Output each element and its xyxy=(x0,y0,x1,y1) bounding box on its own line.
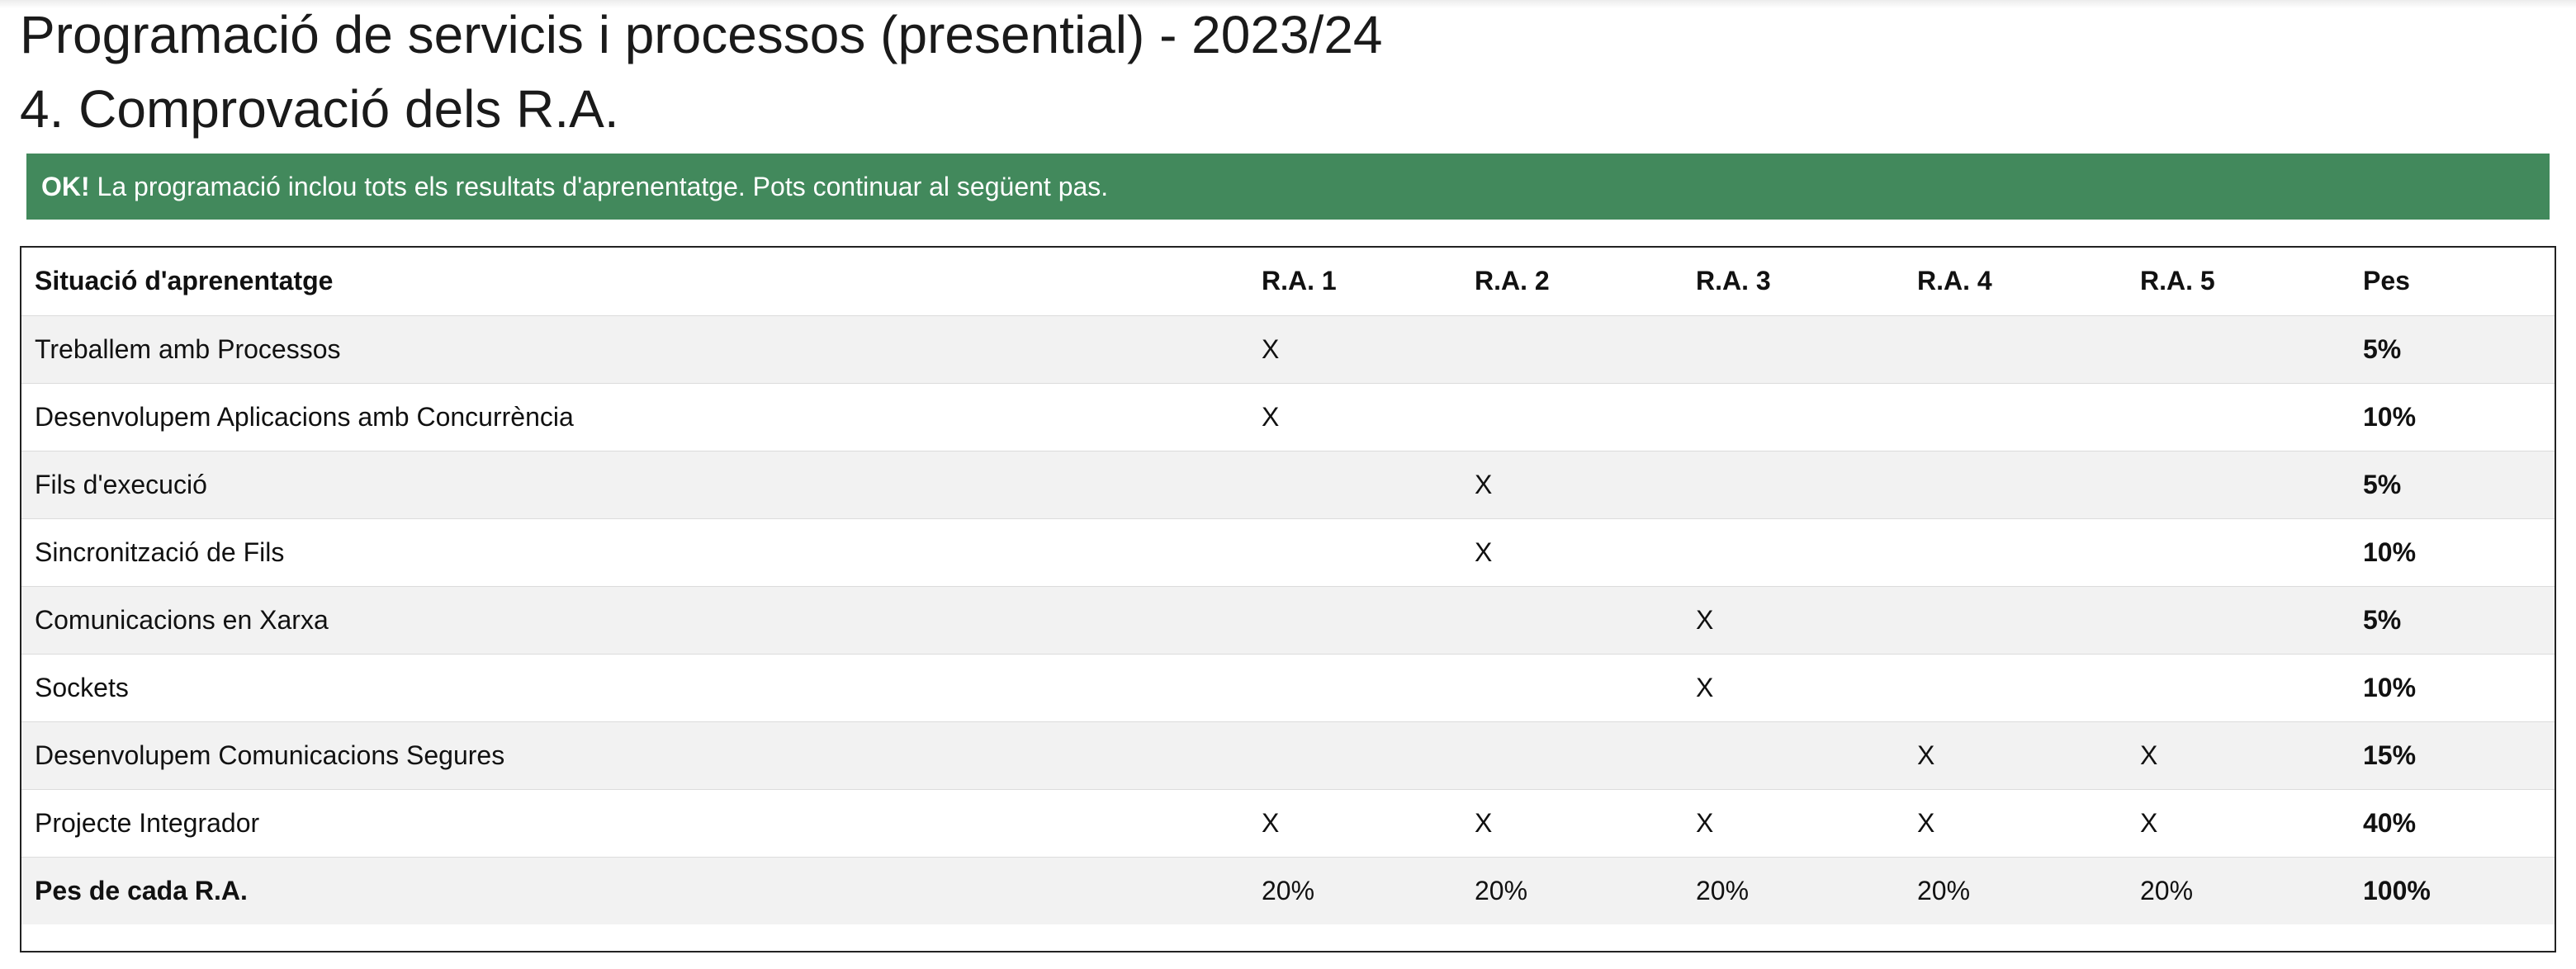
row-name: Desenvolupem Aplicacions amb Concurrènci… xyxy=(35,401,574,432)
ra-cell: X xyxy=(2140,740,2158,770)
top-shadow xyxy=(0,0,2576,8)
ra-cell: X xyxy=(1696,807,1714,838)
ra-cell: X xyxy=(1917,740,1935,770)
table-row: Comunicacions en Xarxa X 5% xyxy=(21,586,2555,654)
table-row: Desenvolupem Comunicacions Segures X X 1… xyxy=(21,721,2555,789)
table-header-row: Situació d'aprenentatge R.A. 1 R.A. 2 R.… xyxy=(21,248,2555,315)
footer-label: Pes de cada R.A. xyxy=(35,875,248,905)
row-name: Treballem amb Processos xyxy=(35,333,341,364)
ra-cell xyxy=(1248,586,1461,654)
ra-cell xyxy=(2127,451,2350,518)
ra-table-container: Situació d'aprenentatge R.A. 1 R.A. 2 R.… xyxy=(20,246,2556,952)
row-pes: 5% xyxy=(2363,469,2402,499)
header-ra-5: R.A. 5 xyxy=(2140,266,2215,296)
ra-cell: X xyxy=(1696,672,1714,702)
success-alert: OK! La programació inclou tots els resul… xyxy=(26,154,2550,220)
row-pes: 15% xyxy=(2363,740,2417,770)
ra-cell xyxy=(2127,518,2350,586)
row-pes: 10% xyxy=(2363,672,2417,702)
row-name: Sockets xyxy=(35,672,129,702)
ra-cell: X xyxy=(1475,469,1493,499)
table-footer-row: Pes de cada R.A. 20% 20% 20% 20% 20% 100… xyxy=(21,857,2555,924)
row-name: Desenvolupem Comunicacions Segures xyxy=(35,740,505,770)
row-pes: 10% xyxy=(2363,536,2417,567)
ra-cell xyxy=(1461,721,1683,789)
header-ra-2: R.A. 2 xyxy=(1475,266,1550,296)
ra-cell xyxy=(1248,518,1461,586)
header-pes: Pes xyxy=(2363,266,2410,296)
ra-cell: X xyxy=(1475,536,1493,567)
step-title: 4. Comprovació dels R.A. xyxy=(20,79,619,139)
row-name: Fils d'execució xyxy=(35,469,207,499)
table-row: Sockets X 10% xyxy=(21,654,2555,721)
ra-cell xyxy=(1248,654,1461,721)
header-ra-1: R.A. 1 xyxy=(1262,266,1337,296)
ra-cell xyxy=(1904,586,2127,654)
ra-cell: X xyxy=(1262,807,1280,838)
ra-cell xyxy=(1683,315,1904,383)
row-name: Comunicacions en Xarxa xyxy=(35,604,329,635)
ra-cell xyxy=(1248,451,1461,518)
alert-message: La programació inclou tots els resultats… xyxy=(89,172,1109,201)
ra-cell: X xyxy=(1696,604,1714,635)
ra-cell xyxy=(2127,586,2350,654)
header-situacio: Situació d'aprenentatge xyxy=(35,266,334,296)
footer-ra-weight: 20% xyxy=(1262,875,1315,905)
row-name: Projecte Integrador xyxy=(35,807,260,838)
ra-cell: X xyxy=(2140,807,2158,838)
ra-cell xyxy=(1904,451,2127,518)
row-pes: 10% xyxy=(2363,401,2417,432)
footer-ra-weight: 20% xyxy=(1917,875,1971,905)
row-pes: 5% xyxy=(2363,604,2402,635)
ra-cell xyxy=(2127,315,2350,383)
row-name: Sincronització de Fils xyxy=(35,536,285,567)
ra-cell xyxy=(1461,654,1683,721)
footer-ra-weight: 20% xyxy=(2140,875,2194,905)
ra-cell xyxy=(1683,721,1904,789)
table-row: Fils d'execució X 5% xyxy=(21,451,2555,518)
ra-cell xyxy=(1248,721,1461,789)
table-row: Sincronització de Fils X 10% xyxy=(21,518,2555,586)
ra-cell xyxy=(1461,586,1683,654)
ra-cell xyxy=(1683,451,1904,518)
table-row: Projecte Integrador X X X X X 40% xyxy=(21,789,2555,857)
alert-ok-label: OK! xyxy=(41,172,90,201)
footer-ra-weight: 20% xyxy=(1696,875,1750,905)
ra-cell xyxy=(1904,518,2127,586)
ra-cell: X xyxy=(1475,807,1493,838)
footer-ra-weight: 20% xyxy=(1475,875,1528,905)
table-row: Desenvolupem Aplicacions amb Concurrènci… xyxy=(21,383,2555,451)
row-pes: 40% xyxy=(2363,807,2417,838)
header-ra-4: R.A. 4 xyxy=(1917,266,1992,296)
ra-cell xyxy=(2127,383,2350,451)
header-ra-3: R.A. 3 xyxy=(1696,266,1771,296)
ra-cell: X xyxy=(1917,807,1935,838)
ra-cell xyxy=(2127,654,2350,721)
ra-cell: X xyxy=(1262,401,1280,432)
ra-cell xyxy=(1904,654,2127,721)
footer-total-pes: 100% xyxy=(2363,875,2431,905)
ra-table: Situació d'aprenentatge R.A. 1 R.A. 2 R.… xyxy=(21,248,2555,924)
ra-cell xyxy=(1904,315,2127,383)
row-pes: 5% xyxy=(2363,333,2402,364)
table-row: Treballem amb Processos X 5% xyxy=(21,315,2555,383)
page-title: Programació de servicis i processos (pre… xyxy=(20,5,1383,64)
ra-cell xyxy=(1683,518,1904,586)
ra-cell: X xyxy=(1262,333,1280,364)
ra-cell xyxy=(1461,315,1683,383)
ra-cell xyxy=(1461,383,1683,451)
ra-cell xyxy=(1683,383,1904,451)
ra-cell xyxy=(1904,383,2127,451)
